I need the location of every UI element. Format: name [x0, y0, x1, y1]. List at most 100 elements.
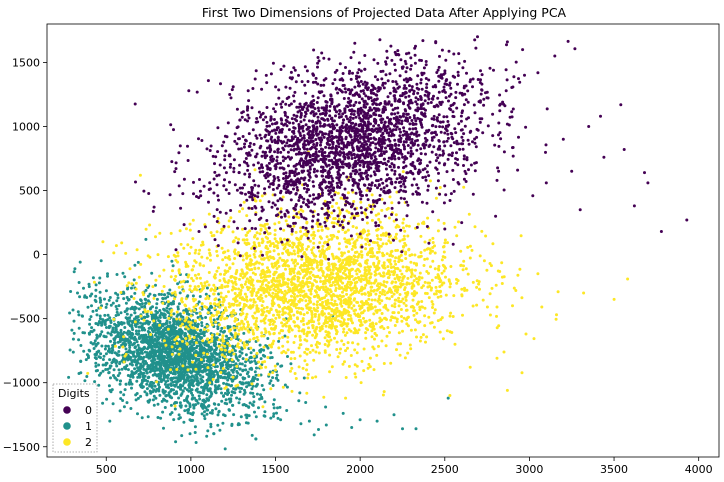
data-point — [360, 292, 364, 296]
data-point — [271, 384, 275, 387]
data-point — [299, 208, 303, 212]
data-point — [385, 296, 389, 300]
data-point — [260, 384, 264, 387]
data-point — [482, 259, 486, 263]
data-point — [375, 419, 379, 423]
data-point — [160, 367, 164, 371]
data-point — [272, 406, 276, 410]
data-point — [157, 327, 161, 331]
data-point — [306, 376, 310, 380]
data-point — [112, 317, 116, 321]
data-point — [255, 237, 259, 241]
data-point — [146, 309, 150, 313]
data-point — [368, 318, 372, 322]
data-point — [540, 305, 544, 309]
data-point — [404, 298, 408, 302]
data-point — [293, 302, 297, 306]
data-point — [177, 396, 181, 400]
data-point — [149, 344, 153, 348]
data-point — [380, 208, 384, 212]
data-point — [366, 291, 370, 294]
data-point — [366, 229, 370, 233]
data-point — [221, 334, 225, 338]
data-point — [314, 327, 318, 331]
data-point — [192, 287, 196, 291]
data-point — [245, 214, 249, 218]
data-point — [189, 309, 193, 313]
data-point — [208, 370, 212, 374]
data-point — [431, 241, 435, 244]
data-point — [270, 356, 274, 359]
data-point — [210, 411, 214, 415]
data-point — [223, 401, 227, 405]
data-point — [172, 360, 176, 363]
data-point — [199, 377, 203, 381]
data-point — [150, 385, 154, 389]
data-point — [227, 279, 231, 283]
data-point — [264, 329, 268, 333]
data-point — [136, 375, 140, 379]
data-point — [281, 195, 285, 199]
data-point — [329, 313, 333, 317]
data-point — [355, 226, 358, 230]
data-point — [227, 225, 231, 229]
data-point — [207, 248, 211, 252]
data-point — [215, 346, 219, 350]
data-point — [94, 283, 98, 287]
data-point — [382, 390, 386, 394]
data-point — [421, 284, 425, 288]
data-point — [330, 205, 334, 208]
data-point — [78, 260, 82, 264]
data-point — [242, 331, 246, 335]
data-point — [219, 291, 223, 295]
data-point — [382, 290, 386, 293]
data-point — [249, 346, 253, 350]
data-point — [238, 354, 242, 358]
data-point — [453, 342, 457, 346]
data-point — [209, 374, 213, 377]
data-point — [119, 311, 123, 315]
data-point — [195, 379, 199, 383]
data-point — [235, 370, 239, 373]
data-point — [187, 379, 191, 383]
data-point — [384, 344, 388, 348]
data-point — [176, 307, 180, 311]
data-point — [372, 261, 376, 265]
data-point — [381, 393, 385, 397]
data-point — [202, 286, 205, 290]
data-point — [204, 316, 208, 319]
data-point — [394, 256, 398, 260]
data-point — [410, 281, 414, 285]
data-point — [418, 271, 422, 275]
data-point — [327, 265, 331, 268]
data-point — [348, 242, 352, 245]
data-point — [413, 268, 417, 272]
data-point — [355, 351, 359, 355]
data-point — [172, 300, 175, 303]
data-point — [455, 234, 459, 238]
data-point — [216, 217, 220, 220]
data-point — [252, 253, 256, 256]
chart-title: First Two Dimensions of Projected Data A… — [202, 5, 567, 20]
data-point — [275, 411, 278, 415]
data-point — [344, 302, 348, 306]
data-point — [231, 403, 235, 407]
data-point — [475, 303, 479, 307]
data-point — [205, 256, 209, 260]
data-point — [427, 296, 431, 300]
data-point — [324, 405, 328, 409]
data-point — [79, 344, 83, 347]
data-point — [353, 281, 357, 285]
data-point — [378, 294, 382, 298]
data-point — [126, 374, 130, 377]
data-point — [314, 375, 318, 379]
data-point — [270, 279, 274, 283]
data-point — [330, 323, 334, 327]
data-point — [276, 406, 279, 410]
data-point — [68, 348, 72, 352]
data-point — [230, 302, 234, 306]
data-point — [335, 235, 339, 239]
data-point — [237, 237, 241, 241]
data-point — [451, 315, 455, 318]
data-point — [377, 261, 381, 265]
